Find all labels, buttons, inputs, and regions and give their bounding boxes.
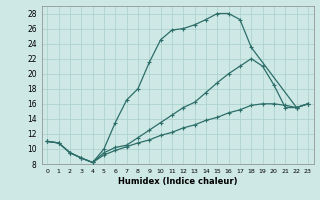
X-axis label: Humidex (Indice chaleur): Humidex (Indice chaleur) [118, 177, 237, 186]
